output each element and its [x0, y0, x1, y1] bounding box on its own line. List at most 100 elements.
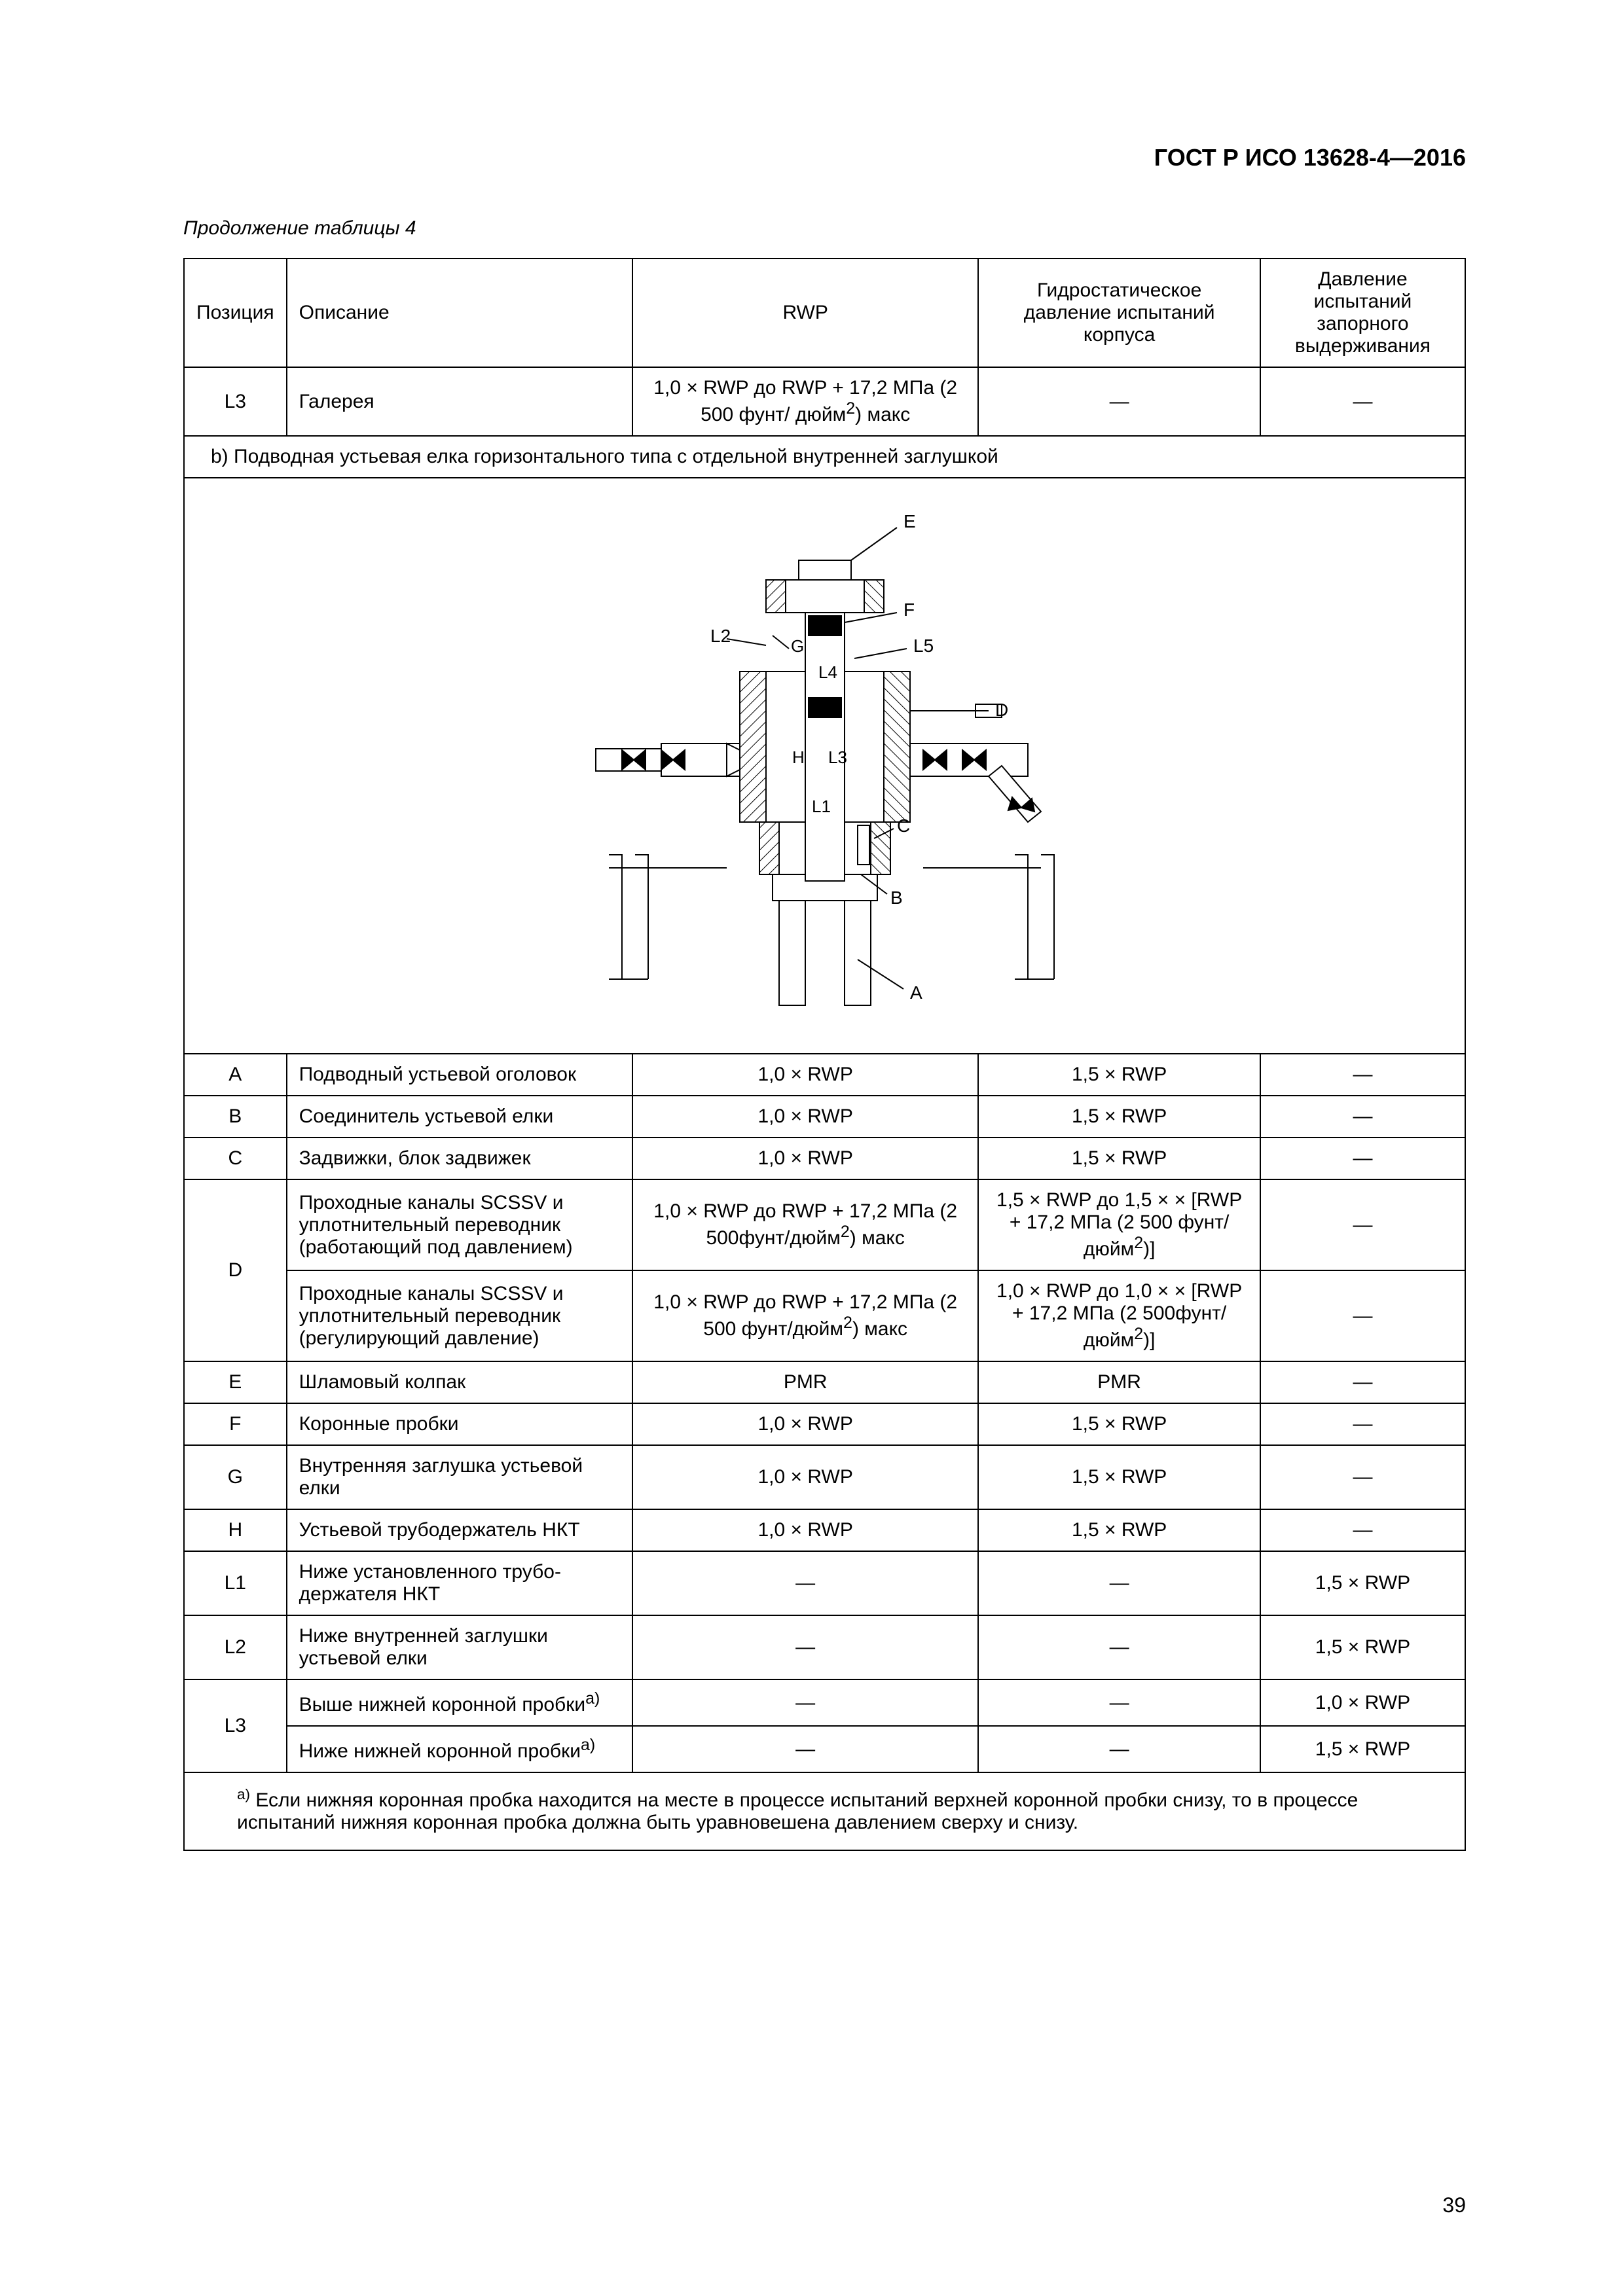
- cell-hold: —: [1260, 1403, 1465, 1445]
- document-header: ГОСТ Р ИСО 13628-4—2016: [183, 144, 1466, 171]
- svg-text:G: G: [791, 636, 804, 656]
- section-b-label: b) Подводная устьевая елка горизонтально…: [184, 436, 1465, 478]
- cell-hold: —: [1260, 1096, 1465, 1138]
- table-caption: Продолжение таблицы 4: [183, 217, 1466, 240]
- table-row: L2Ниже внутренней заглушки устьевой елки…: [184, 1615, 1465, 1679]
- cell-hold: —: [1260, 1138, 1465, 1179]
- cell-hold: —: [1260, 1054, 1465, 1096]
- cell-hydro: PMR: [978, 1361, 1260, 1403]
- svg-text:L3: L3: [828, 747, 847, 767]
- col-header-rwp: RWP: [632, 259, 978, 367]
- cell-rwp: 1,0 × RWP: [632, 1138, 978, 1179]
- cell-hold: 1,5 × RWP: [1260, 1551, 1465, 1615]
- cell-desc: Проходные каналы SCSSV и уплотнительный …: [287, 1270, 632, 1361]
- cell-hold: —: [1260, 1179, 1465, 1270]
- table-row: CЗадвижки, блок задвижек1,0 × RWP1,5 × R…: [184, 1138, 1465, 1179]
- svg-text:E: E: [903, 511, 916, 531]
- cell-desc: Соединитель устьевой елки: [287, 1096, 632, 1138]
- cell-hold: —: [1260, 1509, 1465, 1551]
- table-row: EШламовый колпакPMRPMR—: [184, 1361, 1465, 1403]
- cell-rwp: 1,0 × RWP до RWP + 17,2 МПа (2 500фунт/д…: [632, 1179, 978, 1270]
- tree-diagram: G L4 H L3 L1 E F L5 D C B A L2: [530, 501, 1120, 1025]
- table-row: L1Ниже установленного трубо­держателя НК…: [184, 1551, 1465, 1615]
- cell-desc: Ниже нижней коронной пробкиa): [287, 1726, 632, 1772]
- svg-text:F: F: [903, 600, 915, 620]
- section-b-row: b) Подводная устьевая елка горизонтально…: [184, 436, 1465, 478]
- cell-pos: E: [184, 1361, 287, 1403]
- footnote-row: a) Если нижняя коронная пробка находится…: [184, 1772, 1465, 1850]
- svg-text:C: C: [897, 816, 910, 836]
- cell-hold: —: [1260, 1445, 1465, 1509]
- table-row: AПодводный устьевой оголовок1,0 × RWP1,5…: [184, 1054, 1465, 1096]
- svg-text:L5: L5: [913, 636, 934, 656]
- svg-text:H: H: [792, 747, 805, 767]
- footnote: a) Если нижняя коронная пробка находится…: [184, 1772, 1465, 1850]
- cell-rwp: 1,0 × RWP до RWP + 17,2 МПа (2 500 фунт/…: [632, 367, 978, 436]
- cell-rwp: 1,0 × RWP: [632, 1403, 978, 1445]
- cell-hydro: 1,5 × RWP до 1,5 × × [RWP + 17,2 МПа (2 …: [978, 1179, 1260, 1270]
- cell-rwp: —: [632, 1679, 978, 1726]
- table-row: HУстьевой трубодержатель НКТ1,0 × RWP1,5…: [184, 1509, 1465, 1551]
- table-row: L3Галерея1,0 × RWP до RWP + 17,2 МПа (2 …: [184, 367, 1465, 436]
- cell-hold: —: [1260, 367, 1465, 436]
- cell-pos: L3: [184, 367, 287, 436]
- cell-rwp: 1,0 × RWP: [632, 1096, 978, 1138]
- cell-hydro: 1,5 × RWP: [978, 1445, 1260, 1509]
- cell-pos: C: [184, 1138, 287, 1179]
- cell-pos: G: [184, 1445, 287, 1509]
- cell-desc: Подводный устьевой оголовок: [287, 1054, 632, 1096]
- cell-pos: A: [184, 1054, 287, 1096]
- cell-pos: F: [184, 1403, 287, 1445]
- cell-rwp: 1,0 × RWP: [632, 1509, 978, 1551]
- cell-desc: Галерея: [287, 367, 632, 436]
- cell-hydro: —: [978, 1726, 1260, 1772]
- cell-hold: 1,5 × RWP: [1260, 1726, 1465, 1772]
- cell-rwp: —: [632, 1551, 978, 1615]
- cell-desc: Ниже внутренней заглушки устьевой елки: [287, 1615, 632, 1679]
- table-row: FКоронные пробки1,0 × RWP1,5 × RWP—: [184, 1403, 1465, 1445]
- svg-text:L4: L4: [818, 662, 837, 682]
- cell-desc: Проходные каналы SCSSV и уплотнительный …: [287, 1179, 632, 1270]
- cell-hydro: 1,5 × RWP: [978, 1403, 1260, 1445]
- cell-desc: Ниже установленного трубо­держателя НКТ: [287, 1551, 632, 1615]
- cell-rwp: —: [632, 1726, 978, 1772]
- cell-hold: 1,0 × RWP: [1260, 1679, 1465, 1726]
- svg-text:B: B: [890, 888, 903, 908]
- cell-hydro: —: [978, 1615, 1260, 1679]
- svg-text:D: D: [995, 700, 1008, 720]
- cell-pos: L2: [184, 1615, 287, 1679]
- cell-desc: Устьевой трубодержатель НКТ: [287, 1509, 632, 1551]
- table-row: L3Выше нижней коронной пробкиa)——1,0 × R…: [184, 1679, 1465, 1726]
- cell-hold: —: [1260, 1270, 1465, 1361]
- cell-hydro: —: [978, 367, 1260, 436]
- cell-hold: 1,5 × RWP: [1260, 1615, 1465, 1679]
- table-row: GВнутренняя заглушка устье­вой елки1,0 ×…: [184, 1445, 1465, 1509]
- cell-hydro: 1,5 × RWP: [978, 1054, 1260, 1096]
- cell-pos: B: [184, 1096, 287, 1138]
- cell-rwp: 1,0 × RWP: [632, 1054, 978, 1096]
- cell-hydro: 1,5 × RWP: [978, 1138, 1260, 1179]
- cell-rwp: 1,0 × RWP: [632, 1445, 978, 1509]
- table-header-row: Позиция Описание RWP Гидростатическое да…: [184, 259, 1465, 367]
- cell-hydro: —: [978, 1551, 1260, 1615]
- cell-desc: Коронные пробки: [287, 1403, 632, 1445]
- cell-hydro: 1,5 × RWP: [978, 1096, 1260, 1138]
- diagram-cell: G L4 H L3 L1 E F L5 D C B A L2: [184, 478, 1465, 1054]
- svg-text:L2: L2: [710, 626, 731, 646]
- cell-hold: —: [1260, 1361, 1465, 1403]
- cell-pos: L1: [184, 1551, 287, 1615]
- col-header-description: Описание: [287, 259, 632, 367]
- svg-text:A: A: [910, 982, 922, 1003]
- cell-rwp: 1,0 × RWP до RWP + 17,2 МПа (2 500 фунт/…: [632, 1270, 978, 1361]
- cell-pos: H: [184, 1509, 287, 1551]
- cell-hydro: 1,5 × RWP: [978, 1509, 1260, 1551]
- cell-rwp: PMR: [632, 1361, 978, 1403]
- diagram-row: G L4 H L3 L1 E F L5 D C B A L2: [184, 478, 1465, 1054]
- cell-desc: Внутренняя заглушка устье­вой елки: [287, 1445, 632, 1509]
- table-row: BСоединитель устьевой елки1,0 × RWP1,5 ×…: [184, 1096, 1465, 1138]
- cell-desc: Шламовый колпак: [287, 1361, 632, 1403]
- cell-hydro: —: [978, 1679, 1260, 1726]
- cell-hydro: 1,0 × RWP до 1,0 × × [RWP + 17,2 МПа (2 …: [978, 1270, 1260, 1361]
- table-row: DПроходные каналы SCSSV и уплотнительный…: [184, 1179, 1465, 1270]
- page-number: 39: [1442, 2193, 1466, 2217]
